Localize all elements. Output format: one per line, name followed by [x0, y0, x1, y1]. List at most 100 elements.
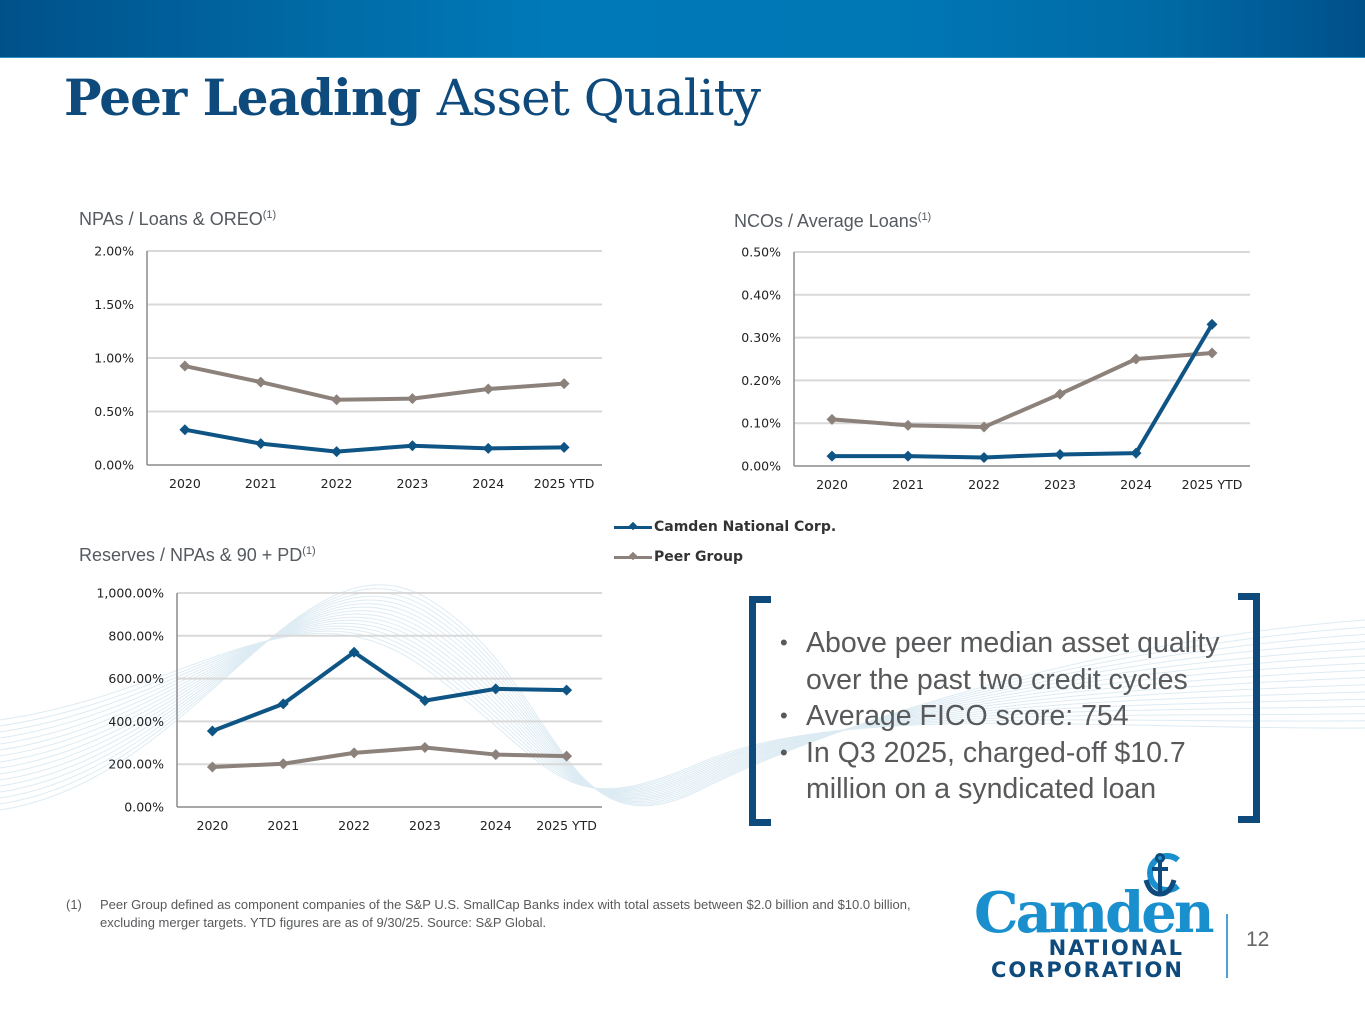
chart-title-text: NPAs / Loans & OREO — [79, 209, 263, 229]
logo-national: NATIONAL — [1048, 936, 1184, 960]
data-point-camden — [561, 684, 573, 696]
data-point-peer — [826, 413, 838, 425]
y-tick-label: 2.00% — [94, 244, 134, 259]
series-line-camden — [832, 323, 1214, 460]
x-tick-label: 2023 — [1044, 477, 1076, 492]
x-tick-label: 2024 — [472, 476, 504, 491]
y-tick-label: 600.00% — [108, 671, 164, 686]
y-tick-label: 1.50% — [94, 297, 134, 312]
data-point-peer — [1054, 388, 1066, 400]
data-point-peer — [277, 758, 289, 770]
x-tick-label: 2021 — [245, 476, 277, 491]
page-title-light: Asset Quality — [436, 69, 761, 127]
x-tick-label: 2025 YTD — [1182, 477, 1243, 492]
data-point-peer — [206, 761, 218, 773]
data-point-peer — [902, 419, 914, 431]
data-point-camden — [255, 438, 267, 450]
x-tick-label: 2023 — [409, 818, 441, 833]
data-point-camden — [826, 450, 838, 462]
y-tick-label: 1.00% — [94, 351, 134, 366]
highlight-item: Average FICO score: 754 — [780, 698, 1240, 735]
legend-swatch-camden — [614, 525, 652, 529]
header-band — [0, 0, 1365, 58]
data-point-camden — [558, 441, 570, 453]
footnote-ref: (1) — [262, 209, 277, 221]
logo-corporation: CORPORATION — [990, 958, 1184, 982]
data-point-peer — [179, 360, 191, 372]
data-point-peer — [561, 750, 573, 762]
chart-title-text: Reserves / NPAs & 90 + PD — [79, 545, 303, 565]
y-tick-label: 0.00% — [741, 459, 781, 474]
footnote: (1) Peer Group defined as component comp… — [66, 896, 916, 932]
data-point-peer — [406, 393, 418, 405]
data-point-camden — [179, 424, 191, 436]
y-tick-label: 0.10% — [741, 416, 781, 431]
chart-title-reserves: Reserves / NPAs & 90 + PD(1) — [79, 545, 316, 566]
y-tick-label: 0.50% — [94, 404, 134, 419]
data-point-peer — [978, 421, 990, 433]
x-tick-label: 2022 — [968, 477, 1000, 492]
footnote-text: Peer Group defined as component companie… — [100, 897, 911, 930]
x-tick-label: 2021 — [267, 818, 299, 833]
data-point-camden — [1130, 447, 1142, 459]
chart-ncos-average-loans: 0.00% 0.10% 0.20% 0.30% 0.40% 0.50% 2020 2021 20… — [741, 245, 1250, 492]
chart-npas-loans-oreo: 0.00% 0.50% 1.00% 1.50% 2.00% 2020 2021 2022 202… — [94, 244, 602, 491]
series-line-camden — [211, 650, 567, 733]
series-line-peer — [212, 745, 567, 769]
data-point-camden — [348, 646, 360, 658]
footnote-ref: (1) — [302, 545, 316, 557]
data-point-camden — [978, 451, 990, 463]
y-tick-label: 0.30% — [741, 330, 781, 345]
data-point-peer — [490, 749, 502, 761]
data-point-peer — [331, 394, 343, 406]
y-tick-label: 0.20% — [741, 373, 781, 388]
y-tick-label: 200.00% — [108, 757, 164, 772]
data-point-peer — [482, 383, 494, 395]
y-tick-label: 0.50% — [741, 245, 781, 260]
legend-item-camden: Camden National Corp. — [614, 512, 836, 542]
y-tick-label: 0.00% — [94, 458, 134, 473]
series-line-peer — [831, 351, 1213, 430]
legend-label: Peer Group — [654, 549, 744, 565]
legend-swatch-peer — [614, 555, 652, 559]
y-tick-label: 1,000.00% — [96, 586, 164, 601]
data-point-peer — [1206, 347, 1218, 359]
x-tick-label: 2023 — [397, 476, 429, 491]
data-point-peer — [558, 378, 570, 390]
data-point-peer — [255, 376, 267, 388]
highlight-item: Above peer median asset quality over the… — [780, 625, 1240, 698]
page-divider — [1226, 914, 1228, 978]
chart-legend: Camden National Corp. Peer Group — [614, 512, 836, 572]
y-tick-label: 0.40% — [741, 287, 781, 302]
page-title-bold: Peer Leading — [64, 68, 421, 127]
data-point-peer — [1130, 353, 1142, 365]
data-point-camden — [490, 683, 502, 695]
x-tick-label: 2021 — [892, 477, 924, 492]
page-number: 12 — [1246, 928, 1270, 951]
data-point-camden — [902, 450, 914, 462]
x-tick-label: 2025 YTD — [536, 818, 597, 833]
page-title: Peer Leading Asset Quality — [64, 66, 761, 130]
chart-title-npas: NPAs / Loans & OREO(1) — [79, 209, 276, 230]
data-point-camden — [406, 440, 418, 452]
y-tick-label: 400.00% — [108, 714, 164, 729]
data-point-camden — [482, 442, 494, 454]
data-point-camden — [1206, 318, 1218, 330]
footnote-marker: (1) — [66, 897, 82, 912]
x-tick-label: 2025 YTD — [534, 476, 595, 491]
highlight-item: In Q3 2025, charged-off $10.7 million on… — [780, 735, 1240, 808]
chart-title-ncos: NCOs / Average Loans(1) — [734, 211, 931, 232]
chart-reserves-npas: 0.00% 200.00% 400.00% 600.00% 800.00% 1,000.0… — [96, 586, 602, 833]
data-point-peer — [348, 747, 360, 759]
y-tick-label: 800.00% — [108, 628, 164, 643]
y-tick-label: 0.00% — [124, 800, 164, 815]
data-point-camden — [419, 695, 431, 707]
data-point-camden — [206, 725, 218, 737]
x-tick-label: 2020 — [169, 476, 201, 491]
bracket-left — [749, 596, 771, 826]
series-line-camden — [184, 427, 565, 454]
x-tick-label: 2024 — [480, 818, 512, 833]
data-point-camden — [331, 446, 343, 458]
x-tick-label: 2022 — [338, 818, 370, 833]
legend-label: Camden National Corp. — [654, 519, 837, 535]
